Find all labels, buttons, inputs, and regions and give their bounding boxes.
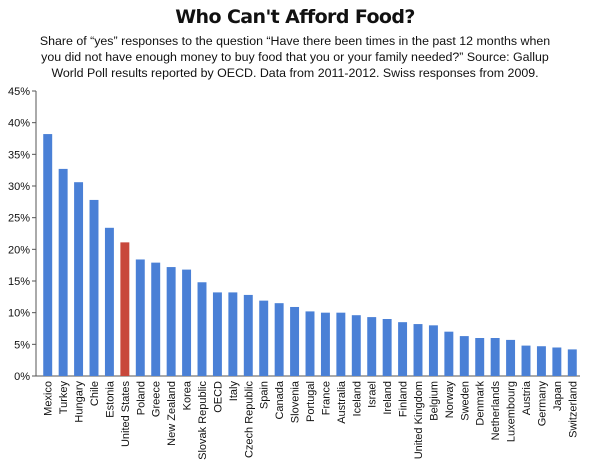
x-tick-label: New Zealand [166,381,178,446]
y-tick-label: 20% [8,244,30,256]
bar-oecd [212,292,222,376]
x-tick-label: France [320,381,332,415]
x-tick-label: Luxembourg [506,381,518,442]
x-tick-label: OECD [212,381,224,413]
bar-spain [259,300,269,376]
x-tick-label: Norway [444,381,456,419]
bar-portugal [305,311,315,376]
bar-belgium [428,325,438,376]
chart-subtitle: Share of “yes” responses to the question… [39,34,551,80]
bar-japan [552,347,562,376]
bar-slovak-republic [197,282,207,376]
y-tick-label: 5% [14,339,30,351]
x-tick-label: Korea [182,380,194,410]
x-tick-label: Slovenia [290,380,302,423]
bar-korea [182,269,192,376]
y-tick-label: 40% [8,118,30,130]
bar-luxembourg [506,339,516,376]
x-tick-label: Spain [259,381,271,409]
bar-estonia [104,227,114,376]
bar-united-states [120,242,130,376]
x-tick-label: Denmark [475,381,487,426]
x-tick-label: Portugal [305,381,317,422]
x-tick-label: Australia [336,380,348,424]
x-tick-label: Iceland [351,381,363,416]
bars [43,134,577,376]
bar-austria [521,345,531,376]
bar-norway [444,331,454,376]
x-tick-label: Israel [367,381,379,408]
bar-mexico [43,134,53,376]
x-tick-label: Switzerland [567,381,579,438]
x-tick-label: Mexico [43,381,55,416]
y-tick-label: 10% [8,308,30,320]
bar-switzerland [567,349,577,376]
x-tick-label: Germany [536,381,548,427]
x-tick-label: Belgium [428,381,440,421]
x-tick-label: Slovak Republic [197,381,209,460]
x-tick-label: Hungary [74,381,86,423]
x-tick-label: Canada [274,380,286,419]
bar-iceland [351,315,361,376]
y-tick-label: 35% [8,149,30,161]
x-tick-label: Sweden [459,381,471,421]
x-tick-label: Austria [521,380,533,415]
x-tick-label: Turkey [58,381,70,415]
bar-hungary [74,182,84,376]
bar-israel [367,317,377,376]
bar-netherlands [490,338,500,376]
x-tick-label: United Kingdom [413,381,425,459]
x-tick-label: Czech Republic [243,381,255,459]
bar-greece [151,262,161,376]
bar-australia [336,312,346,376]
chart-title: Who Can't Afford Food? [175,6,415,28]
bar-czech-republic [243,294,253,376]
bar-sweden [459,336,469,376]
x-tick-label: Greece [151,381,163,417]
bar-finland [398,322,408,376]
bar-poland [135,259,145,376]
y-tick-label: 0% [14,371,30,383]
x-tick-label: Japan [552,381,564,411]
y-tick-label: 15% [8,276,30,288]
bar-turkey [58,168,68,376]
y-axis: 0% 5% 10% 15% 20% 25% 30% 35% 40% 45% [8,86,580,383]
x-tick-label: Netherlands [490,381,502,441]
bar-new-zealand [166,267,176,376]
y-tick-label: 45% [8,86,30,98]
bar-canada [274,303,284,376]
y-tick-label: 25% [8,213,30,225]
x-axis-labels: Mexico Turkey Hungary Chile Estonia United St… [43,380,580,460]
x-tick-label: Finland [398,381,410,417]
bar-united-kingdom [413,324,423,376]
bar-italy [228,292,238,376]
x-tick-label: United States [120,381,132,448]
x-tick-label: Poland [135,381,147,415]
bar-slovenia [290,306,300,376]
y-tick-label: 30% [8,181,30,193]
x-tick-label: Ireland [382,381,394,415]
x-tick-label: Chile [89,381,101,406]
bar-france [320,312,330,376]
bar-chile [89,199,99,376]
bar-denmark [475,338,485,376]
x-tick-label: Estonia [104,380,116,418]
bar-germany [536,346,546,376]
bar-ireland [382,319,392,376]
x-tick-label: Italy [228,381,240,402]
